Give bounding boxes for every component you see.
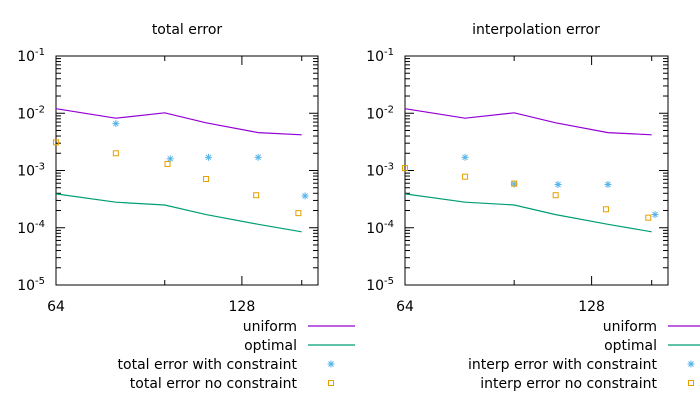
y-tick-label: 10-3	[17, 162, 45, 180]
y-tick-label: 10-5	[17, 276, 45, 294]
data-point-square	[602, 206, 609, 213]
data-point-star	[554, 180, 562, 188]
data-point-square	[552, 192, 559, 199]
series-line-1	[404, 108, 652, 136]
data-point-square	[295, 210, 302, 217]
data-point-square	[462, 173, 469, 180]
y-tick-label: 10-5	[366, 276, 394, 294]
x-tick-label: 128	[229, 299, 256, 315]
y-tick-label: 10-4	[17, 219, 45, 237]
series-square-4	[53, 139, 302, 217]
data-point-star	[301, 192, 309, 200]
legend-label: interp error no constraint	[480, 376, 657, 392]
legend-square-sample	[688, 380, 694, 386]
data-point-star	[651, 211, 659, 219]
chart-panel-1: total error 10-1 10-2 10-3 10-4 10-564 128 unif…	[17, 22, 355, 392]
chart-title: interpolation error	[472, 22, 600, 38]
plot-frame	[404, 55, 669, 286]
data-point-star	[461, 153, 469, 161]
series-star-3	[112, 120, 309, 200]
chart-title: total error	[152, 22, 223, 38]
series-line-2	[55, 193, 302, 233]
y-tick-label: 10-2	[17, 104, 45, 122]
data-point-square	[511, 180, 518, 187]
legend-label: total error no constraint	[130, 376, 298, 392]
legend-label: uniform	[243, 319, 297, 335]
plot-frame	[55, 55, 319, 286]
series-square-4	[402, 165, 652, 221]
legend-star-sample	[327, 360, 335, 368]
legend-label: uniform	[603, 319, 657, 335]
data-point-star	[112, 120, 120, 128]
data-point-star	[604, 180, 612, 188]
data-point-square	[53, 139, 59, 146]
x-tick-label: 64	[396, 299, 414, 315]
data-point-square	[112, 150, 119, 157]
data-point-star	[204, 153, 212, 161]
legend-square-sample	[328, 380, 334, 386]
data-point-square	[203, 176, 210, 183]
series-line	[55, 108, 302, 136]
data-point-square	[253, 192, 260, 199]
data-point-square	[645, 214, 652, 221]
legend-star-sample	[687, 360, 695, 368]
x-tick-label: 64	[47, 299, 65, 315]
series-line-2	[404, 193, 652, 233]
x-tick-label: 128	[578, 299, 605, 315]
legend-label: total error with constraint	[118, 357, 298, 373]
series-line	[404, 108, 652, 136]
series-line-1	[55, 108, 302, 136]
y-tick-label: 10-4	[366, 219, 394, 237]
data-point-star	[254, 153, 262, 161]
legend-label: optimal	[244, 338, 297, 354]
legend-label: optimal	[604, 338, 657, 354]
y-tick-label: 10-3	[366, 162, 394, 180]
y-tick-label: 10-1	[17, 47, 45, 65]
y-tick-label: 10-2	[366, 104, 394, 122]
series-star-3	[461, 153, 659, 219]
y-tick-label: 10-1	[366, 47, 394, 65]
series-line	[404, 193, 652, 233]
data-point-square	[164, 160, 171, 167]
data-point-square	[402, 165, 408, 172]
series-line	[55, 193, 302, 233]
chart-panel-2: interpolation error 10-1 10-2 10-3 10-4 10-56…	[366, 22, 700, 392]
legend-label: interp error with constraint	[468, 357, 657, 373]
